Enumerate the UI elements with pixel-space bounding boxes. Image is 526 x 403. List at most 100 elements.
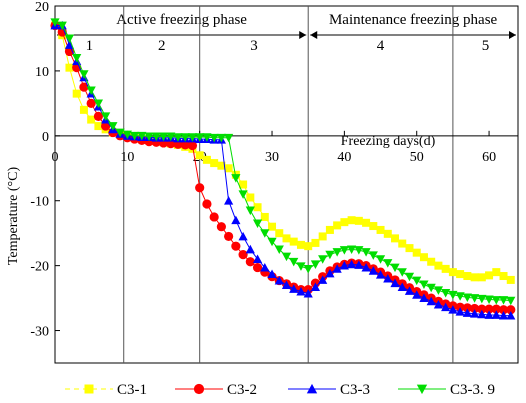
data-point	[296, 287, 306, 296]
data-point	[318, 255, 328, 264]
data-point	[347, 259, 357, 269]
data-point	[158, 132, 169, 142]
data-point	[369, 222, 378, 231]
data-point	[239, 180, 248, 189]
data-point	[469, 303, 480, 314]
data-point	[310, 282, 321, 291]
data-point	[267, 237, 277, 247]
data-point	[72, 89, 81, 98]
data-point	[289, 257, 299, 267]
data-point	[383, 274, 393, 283]
data-point	[498, 296, 509, 305]
data-point	[376, 225, 385, 234]
data-point	[101, 121, 111, 131]
data-point	[398, 239, 407, 248]
data-point	[477, 304, 487, 314]
data-point	[426, 296, 436, 306]
data-point	[180, 133, 190, 142]
y-tick-label: 20	[35, 0, 49, 15]
data-point	[252, 262, 263, 273]
data-point	[412, 248, 421, 257]
plot-frame	[54, 5, 519, 364]
data-point	[441, 264, 450, 273]
data-point	[252, 219, 263, 229]
data-point	[274, 245, 284, 255]
x-axis-ticks: 0102030405060	[52, 130, 496, 165]
data-point	[267, 269, 277, 278]
data-point	[405, 244, 414, 253]
data-point	[274, 275, 284, 285]
data-point	[202, 133, 212, 142]
data-point	[506, 296, 516, 306]
data-point	[397, 268, 407, 277]
data-point	[339, 261, 349, 270]
data-point	[412, 276, 422, 286]
data-point	[87, 115, 96, 124]
data-point	[462, 303, 472, 313]
data-point	[296, 240, 305, 249]
data-point	[245, 257, 255, 267]
data-point	[491, 296, 501, 305]
data-point	[339, 246, 349, 255]
data-point	[281, 252, 292, 262]
data-point	[209, 212, 219, 222]
data-point	[491, 310, 501, 319]
data-point	[456, 270, 465, 279]
data-point	[180, 140, 190, 150]
data-point	[202, 199, 212, 209]
data-point	[433, 286, 444, 295]
data-point	[498, 305, 509, 315]
data-point	[390, 278, 400, 288]
data-point	[231, 241, 241, 251]
data-point	[195, 133, 205, 142]
data-point	[281, 280, 292, 290]
data-point	[306, 383, 318, 394]
data-point	[361, 262, 371, 272]
data-point	[310, 260, 321, 269]
data-point	[79, 105, 88, 114]
data-point	[260, 262, 270, 272]
data-point	[303, 288, 313, 298]
data-point	[50, 18, 60, 27]
arrow-left-icon	[310, 31, 318, 39]
data-point	[419, 280, 429, 290]
data-point	[289, 237, 298, 246]
data-point	[484, 295, 494, 304]
data-point	[303, 264, 313, 274]
data-point	[245, 244, 255, 254]
x-tick-label: 50	[410, 150, 424, 165]
data-point	[455, 292, 465, 301]
arrow-right-icon	[509, 31, 516, 39]
data-point	[108, 122, 118, 131]
data-point	[94, 122, 103, 131]
data-point	[238, 190, 248, 199]
data-point	[238, 231, 248, 241]
data-point	[499, 272, 508, 281]
stage-label: 3	[250, 38, 258, 54]
data-point	[469, 309, 480, 318]
data-point	[354, 216, 363, 225]
phase-label: Active freezing phase	[116, 12, 247, 28]
data-point	[275, 229, 284, 238]
data-point	[455, 307, 465, 316]
data-point	[260, 212, 269, 221]
series-c3-3	[50, 20, 516, 320]
data-point	[137, 131, 147, 141]
data-point	[64, 34, 75, 44]
data-point	[304, 242, 313, 251]
data-point	[419, 253, 428, 262]
data-point	[173, 133, 183, 142]
phase-label: Maintenance freezing phase	[329, 12, 498, 28]
data-point	[129, 131, 140, 141]
data-point	[86, 86, 96, 95]
data-point	[166, 132, 176, 142]
data-point	[485, 271, 494, 280]
data-point	[210, 159, 219, 168]
data-point	[187, 140, 198, 151]
data-point	[84, 384, 94, 394]
data-point	[368, 251, 378, 260]
x-tick-label: 40	[337, 150, 351, 165]
data-point	[340, 218, 349, 227]
data-point	[296, 262, 306, 271]
data-point	[151, 132, 161, 142]
